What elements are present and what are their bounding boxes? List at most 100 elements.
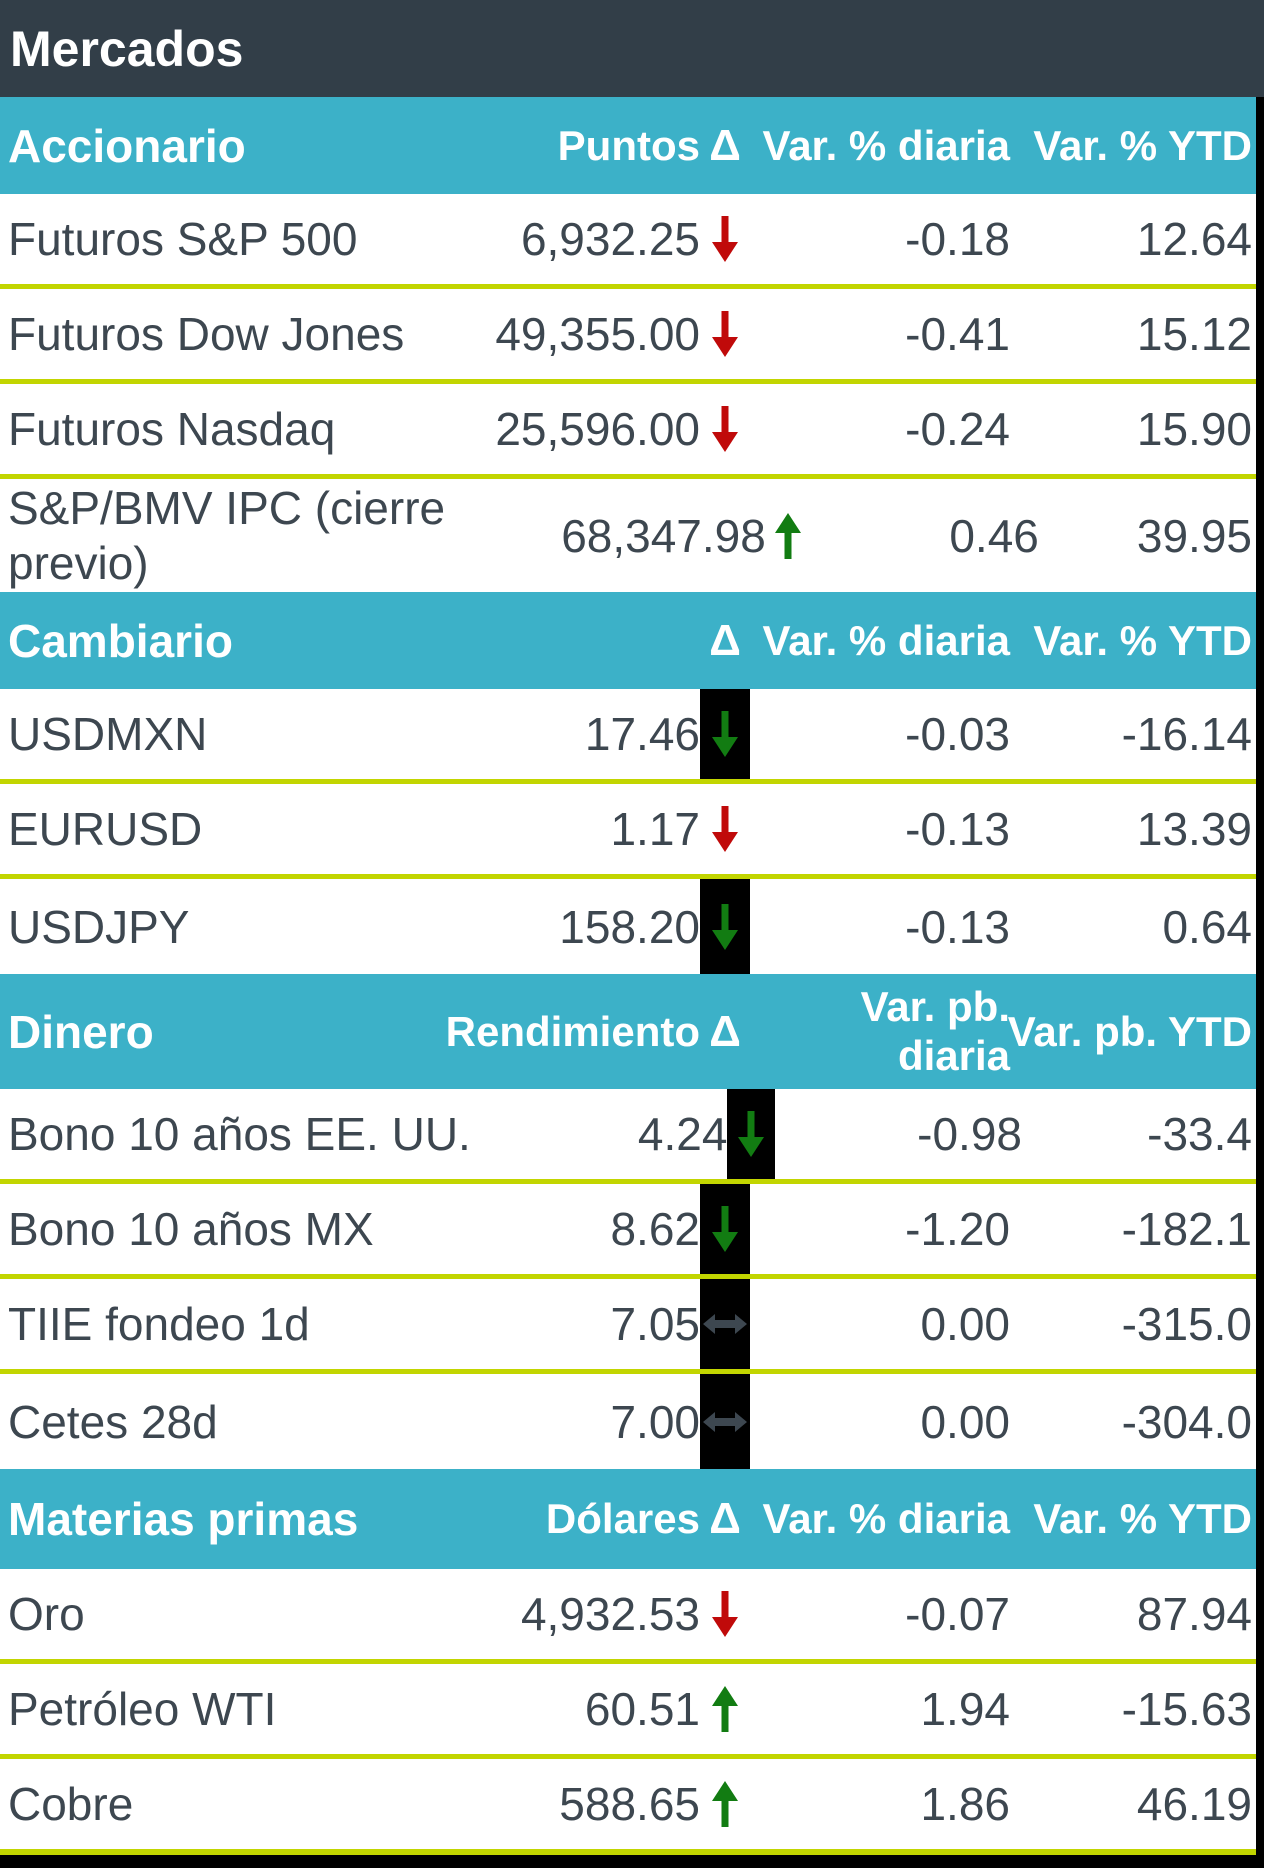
table-row: EURUSD 1.17 -0.13 13.39	[0, 784, 1256, 879]
column-header-delta: Δ	[709, 1006, 741, 1056]
daily-change-cell: -0.07	[905, 1588, 1010, 1640]
value-cell: 6,932.25	[520, 213, 700, 265]
table-row: S&P/BMV IPC (cierre previo) 68,347.98 0.46…	[0, 479, 1256, 592]
table-row: Bono 10 años MX 8.62 -1.20 -182.1	[0, 1184, 1256, 1279]
table-row: Futuros Dow Jones 49,355.00 -0.41 15.12	[0, 289, 1256, 384]
delta-down-icon	[712, 806, 738, 852]
instrument-label: USDMXN	[8, 708, 208, 760]
delta-down-icon	[712, 216, 738, 262]
instrument-label: Petróleo WTI	[8, 1683, 277, 1735]
table-row: Oro 4,932.53 -0.07 87.94	[0, 1569, 1256, 1664]
daily-change-cell: -0.13	[905, 900, 1010, 953]
value-cell: 158.20	[559, 900, 700, 953]
page-title: Mercados	[10, 20, 244, 77]
instrument-label: S&P/BMV IPC (cierre previo)	[8, 482, 446, 589]
ytd-change-cell: 13.39	[1136, 803, 1252, 855]
column-header-value: Dólares	[545, 1495, 700, 1542]
daily-change-cell: -0.13	[905, 803, 1010, 855]
value-cell: 4.24	[637, 1108, 728, 1160]
delta-down-icon	[712, 311, 738, 357]
column-header-daily-text: Var. % diaria	[762, 121, 1011, 169]
section-header-row: Cambiario Δ Var. % diaria Var. % YTD	[0, 592, 1256, 689]
column-header-ytd: Var. % YTD	[1010, 592, 1256, 689]
delta-cell	[700, 1569, 750, 1659]
ytd-change-cell: 46.19	[1136, 1778, 1252, 1830]
instrument-label: Bono 10 años EE. UU.	[8, 1108, 471, 1160]
instrument-label: Cetes 28d	[8, 1395, 218, 1448]
instrument-label: TIIE fondeo 1d	[8, 1298, 310, 1350]
table-row: USDMXN 17.46 -0.03 -16.14	[0, 689, 1256, 784]
delta-down-icon	[712, 903, 738, 950]
column-header-ytd: Var. pb. YTD	[1008, 974, 1256, 1089]
delta-cell	[727, 1089, 775, 1179]
delta-cell	[700, 1759, 750, 1849]
delta-down-icon	[712, 1591, 738, 1637]
daily-change-cell: -0.41	[905, 308, 1010, 360]
delta-cell	[700, 1664, 750, 1754]
delta-cell	[766, 479, 810, 592]
column-header-delta: Δ	[709, 615, 741, 665]
value-cell: 17.46	[584, 708, 700, 760]
table-row: Petróleo WTI 60.51 1.94 -15.63	[0, 1664, 1256, 1759]
delta-cell	[700, 879, 750, 974]
ytd-change-cell: 12.64	[1136, 213, 1252, 265]
value-cell: 8.62	[610, 1203, 700, 1255]
ytd-change-cell: -304.0	[1121, 1395, 1252, 1448]
delta-up-icon	[712, 1781, 738, 1827]
column-header-daily: Var. % diaria	[750, 592, 1011, 689]
delta-down-icon	[738, 1111, 765, 1157]
ytd-change-cell: 15.90	[1136, 403, 1252, 455]
section-title: Dinero	[8, 1005, 154, 1058]
section-title: Cambiario	[8, 614, 233, 667]
delta-cell	[700, 289, 750, 379]
daily-change-cell: 0.00	[920, 1298, 1010, 1350]
section-cambiario: Cambiario Δ Var. % diaria Var. % YTD USDMXN 1…	[0, 592, 1256, 974]
ytd-change-cell: 87.94	[1136, 1588, 1252, 1640]
daily-change-cell: 1.86	[920, 1778, 1010, 1830]
instrument-label: Oro	[8, 1588, 85, 1640]
column-header-ytd-text: Var. % YTD	[1033, 121, 1252, 169]
column-header-daily-text: Var. % diaria	[762, 1495, 1011, 1542]
section-title: Accionario	[8, 119, 246, 172]
column-header-ytd-text: Var. % YTD	[1033, 1495, 1252, 1542]
table-row: Cetes 28d 7.00 0.00 -304.0	[0, 1374, 1256, 1469]
delta-up-icon	[774, 512, 801, 559]
column-header-delta: Δ	[709, 120, 741, 170]
table-row: USDJPY 158.20 -0.13 0.64	[0, 879, 1256, 974]
delta-up-icon	[712, 1686, 738, 1732]
section-header-row: Accionario Puntos Δ Var. % diaria Var. % YTD	[0, 97, 1256, 194]
value-cell: 60.51	[584, 1683, 700, 1735]
column-header-delta: Δ	[709, 1494, 741, 1543]
ytd-change-cell: 15.12	[1136, 308, 1252, 360]
delta-down-icon	[712, 1206, 738, 1252]
ytd-change-cell: -15.63	[1121, 1683, 1252, 1735]
daily-change-cell: 0.46	[949, 509, 1039, 562]
instrument-label: Cobre	[8, 1778, 134, 1830]
ytd-change-cell: -182.1	[1121, 1203, 1252, 1255]
black-footer	[0, 1855, 1264, 1868]
value-cell: 4,932.53	[520, 1588, 700, 1640]
daily-change-cell: -0.98	[917, 1108, 1023, 1160]
value-cell: 1.17	[610, 803, 700, 855]
column-header-daily-text: Var. % diaria	[762, 616, 1011, 664]
value-cell: 7.05	[610, 1298, 700, 1350]
ytd-change-cell: 0.64	[1162, 900, 1252, 953]
section-accionario: Accionario Puntos Δ Var. % diaria Var. % YTD…	[0, 97, 1256, 592]
column-header-ytd: Var. % YTD	[1010, 97, 1256, 194]
value-cell: 25,596.00	[495, 403, 700, 455]
delta-down-icon	[712, 711, 738, 757]
delta-cell	[700, 194, 750, 284]
delta-cell	[700, 784, 750, 874]
delta-flat-icon	[703, 1411, 747, 1432]
daily-change-cell: 0.00	[920, 1395, 1010, 1448]
table-row: Futuros Nasdaq 25,596.00 -0.24 15.90	[0, 384, 1256, 479]
table-row: Bono 10 años EE. UU. 4.24 -0.98 -33.4	[0, 1089, 1256, 1184]
column-header-daily: Var. pb. diaria	[750, 974, 1010, 1089]
section-title: Materias primas	[8, 1493, 359, 1545]
section-header-row: Dinero Rendimiento Δ Var. pb. diaria Var. pb…	[0, 974, 1256, 1089]
delta-cell	[700, 1279, 750, 1369]
title-bar: Mercados	[0, 0, 1264, 97]
instrument-label: EURUSD	[8, 803, 203, 855]
delta-down-icon	[712, 406, 738, 452]
